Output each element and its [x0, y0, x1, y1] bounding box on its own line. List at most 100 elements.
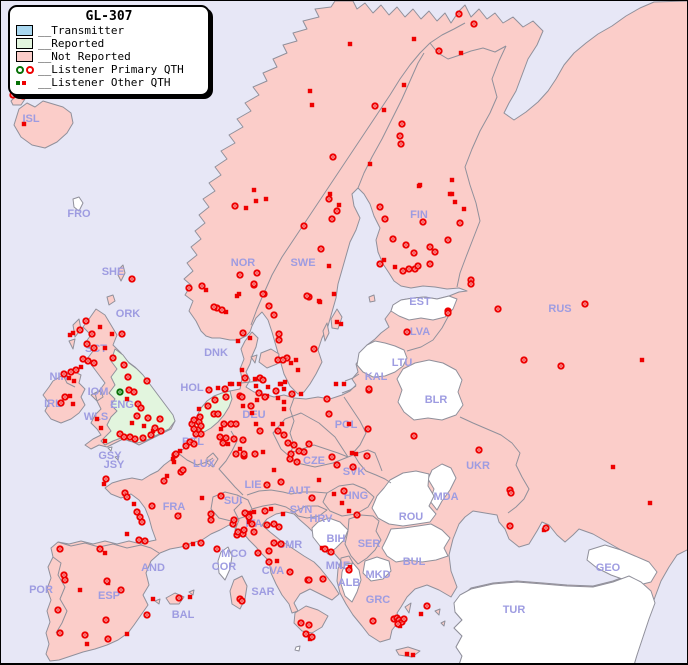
listener-other-qth-marker — [215, 385, 221, 391]
listener-other-qth-marker — [326, 263, 332, 269]
country-label-ALB: ALB — [338, 577, 361, 589]
listener-other-qth-marker — [235, 338, 241, 344]
country-label-ORK: ORK — [116, 308, 141, 320]
listener-primary-qth-marker — [124, 373, 132, 381]
listener-primary-qth-marker — [143, 377, 151, 385]
legend-item-other_qth: __Listener Other QTH — [16, 76, 202, 89]
listener-primary-qth-marker — [340, 487, 348, 495]
listener-primary-qth-marker — [423, 602, 431, 610]
listener-primary-qth-marker — [419, 218, 427, 226]
listener-primary-qth-marker — [197, 430, 205, 438]
other_qth-swatch-icon — [16, 80, 38, 85]
listener-primary-qth-marker — [293, 458, 301, 466]
listener-other-qth-marker — [236, 381, 242, 387]
listener-primary-qth-marker — [120, 433, 128, 441]
listener-primary-qth-marker — [333, 461, 341, 469]
listener-primary-qth-marker — [83, 340, 91, 348]
border-fin-rus — [456, 45, 507, 288]
listener-primary-qth-marker — [277, 540, 285, 548]
listener-primary-qth-marker — [329, 153, 337, 161]
listener-primary-qth-marker — [365, 385, 373, 393]
listener-other-qth-marker — [293, 357, 299, 363]
listener-other-qth-marker — [279, 421, 285, 427]
listener-primary-qth-marker — [369, 617, 377, 625]
not_reported-swatch-icon — [16, 51, 38, 62]
country-label-COR: COR — [212, 561, 237, 573]
listener-other-qth-marker — [253, 383, 259, 389]
listener-primary-qth-marker — [143, 611, 151, 619]
listener-primary-qth-marker — [139, 434, 147, 442]
listener-other-qth-marker — [102, 550, 108, 556]
listener-primary-qth-marker — [345, 566, 353, 574]
listener-primary-qth-marker — [96, 545, 104, 553]
country-label-GSY: GSY — [98, 450, 122, 462]
country-label-ROU: ROU — [399, 511, 424, 523]
listener-other-qth-marker — [21, 121, 27, 127]
listener-primary-qth-marker — [376, 260, 384, 268]
listener-primary-qth-marker — [279, 356, 287, 364]
listener-primary-qth-marker — [118, 330, 126, 338]
listener-other-qth-marker — [336, 202, 342, 208]
listener-other-qth-marker — [381, 257, 387, 263]
listener-primary-qth-marker — [402, 241, 410, 249]
listener-primary-qth-marker — [133, 508, 141, 516]
listener-primary-qth-marker — [56, 629, 64, 637]
listener-other-qth-marker — [274, 558, 280, 564]
listener-other-qth-marker — [70, 330, 76, 336]
listener-other-qth-marker — [67, 332, 73, 338]
listener-other-qth-marker — [203, 287, 209, 293]
listener-other-qth-marker — [452, 199, 458, 205]
legend-title: GL-307 — [85, 9, 133, 24]
listener-other-qth-marker — [280, 511, 286, 517]
country-EST — [390, 295, 458, 321]
listener-primary-qth-marker — [175, 594, 183, 602]
listener-primary-qth-marker — [234, 528, 242, 536]
listener-primary-qth-marker — [381, 215, 389, 223]
listener-primary-qth-marker — [325, 195, 333, 203]
country-label-CVA: CVA — [262, 565, 284, 577]
listener-other-qth-marker — [265, 384, 271, 390]
legend-item-label: __Not Reported — [38, 50, 131, 63]
listener-other-qth-marker — [227, 381, 233, 387]
country-label-SWE: SWE — [290, 257, 315, 269]
listener-other-qth-marker — [177, 448, 183, 454]
listener-other-qth-marker — [253, 421, 259, 427]
legend-box: GL-307 __Transmitter __Reported __Not Repo… — [8, 5, 210, 96]
listener-other-qth-marker — [199, 495, 205, 501]
country-LTU — [356, 340, 408, 378]
listener-primary-qth-marker — [349, 463, 357, 471]
listener-primary-qth-marker — [213, 545, 221, 553]
country-TUR — [453, 575, 656, 663]
listener-primary-qth-marker — [403, 328, 411, 336]
listener-other-qth-marker — [78, 364, 84, 370]
border-deu-dnk — [240, 380, 260, 384]
listener-primary-qth-marker — [317, 245, 325, 253]
landmass-layer — [10, 1, 687, 663]
listener-other-qth-marker — [346, 508, 352, 514]
listener-primary-qth-marker-green — [116, 388, 124, 396]
listener-other-qth-marker — [404, 651, 410, 657]
listener-primary-qth-marker — [141, 537, 149, 545]
listener-primary-qth-marker — [286, 568, 294, 576]
listener-primary-qth-marker — [333, 207, 341, 215]
country-label-POL: POL — [335, 419, 358, 431]
listener-other-qth-marker — [346, 421, 352, 427]
listener-other-qth-marker — [639, 357, 645, 363]
listener-primary-qth-marker — [398, 120, 406, 128]
listener-markers-layer — [9, 10, 653, 658]
country-ORK — [106, 294, 116, 306]
listener-other-qth-marker — [251, 509, 257, 515]
listener-primary-qth-marker — [302, 630, 310, 638]
country-label-FRO: FRO — [67, 208, 91, 220]
country-label-SER: SER — [358, 538, 381, 550]
listener-primary-qth-marker — [218, 306, 226, 314]
listener-primary-qth-marker — [207, 516, 215, 524]
listener-other-qth-marker — [254, 397, 260, 403]
listener-primary-qth-marker — [397, 140, 405, 148]
listener-primary-qth-marker — [90, 359, 98, 367]
listener-primary-qth-marker — [274, 427, 282, 435]
country-label-MKD: MKD — [365, 569, 390, 581]
border-kal-2 — [341, 385, 357, 394]
listener-other-qth-marker — [281, 399, 287, 405]
